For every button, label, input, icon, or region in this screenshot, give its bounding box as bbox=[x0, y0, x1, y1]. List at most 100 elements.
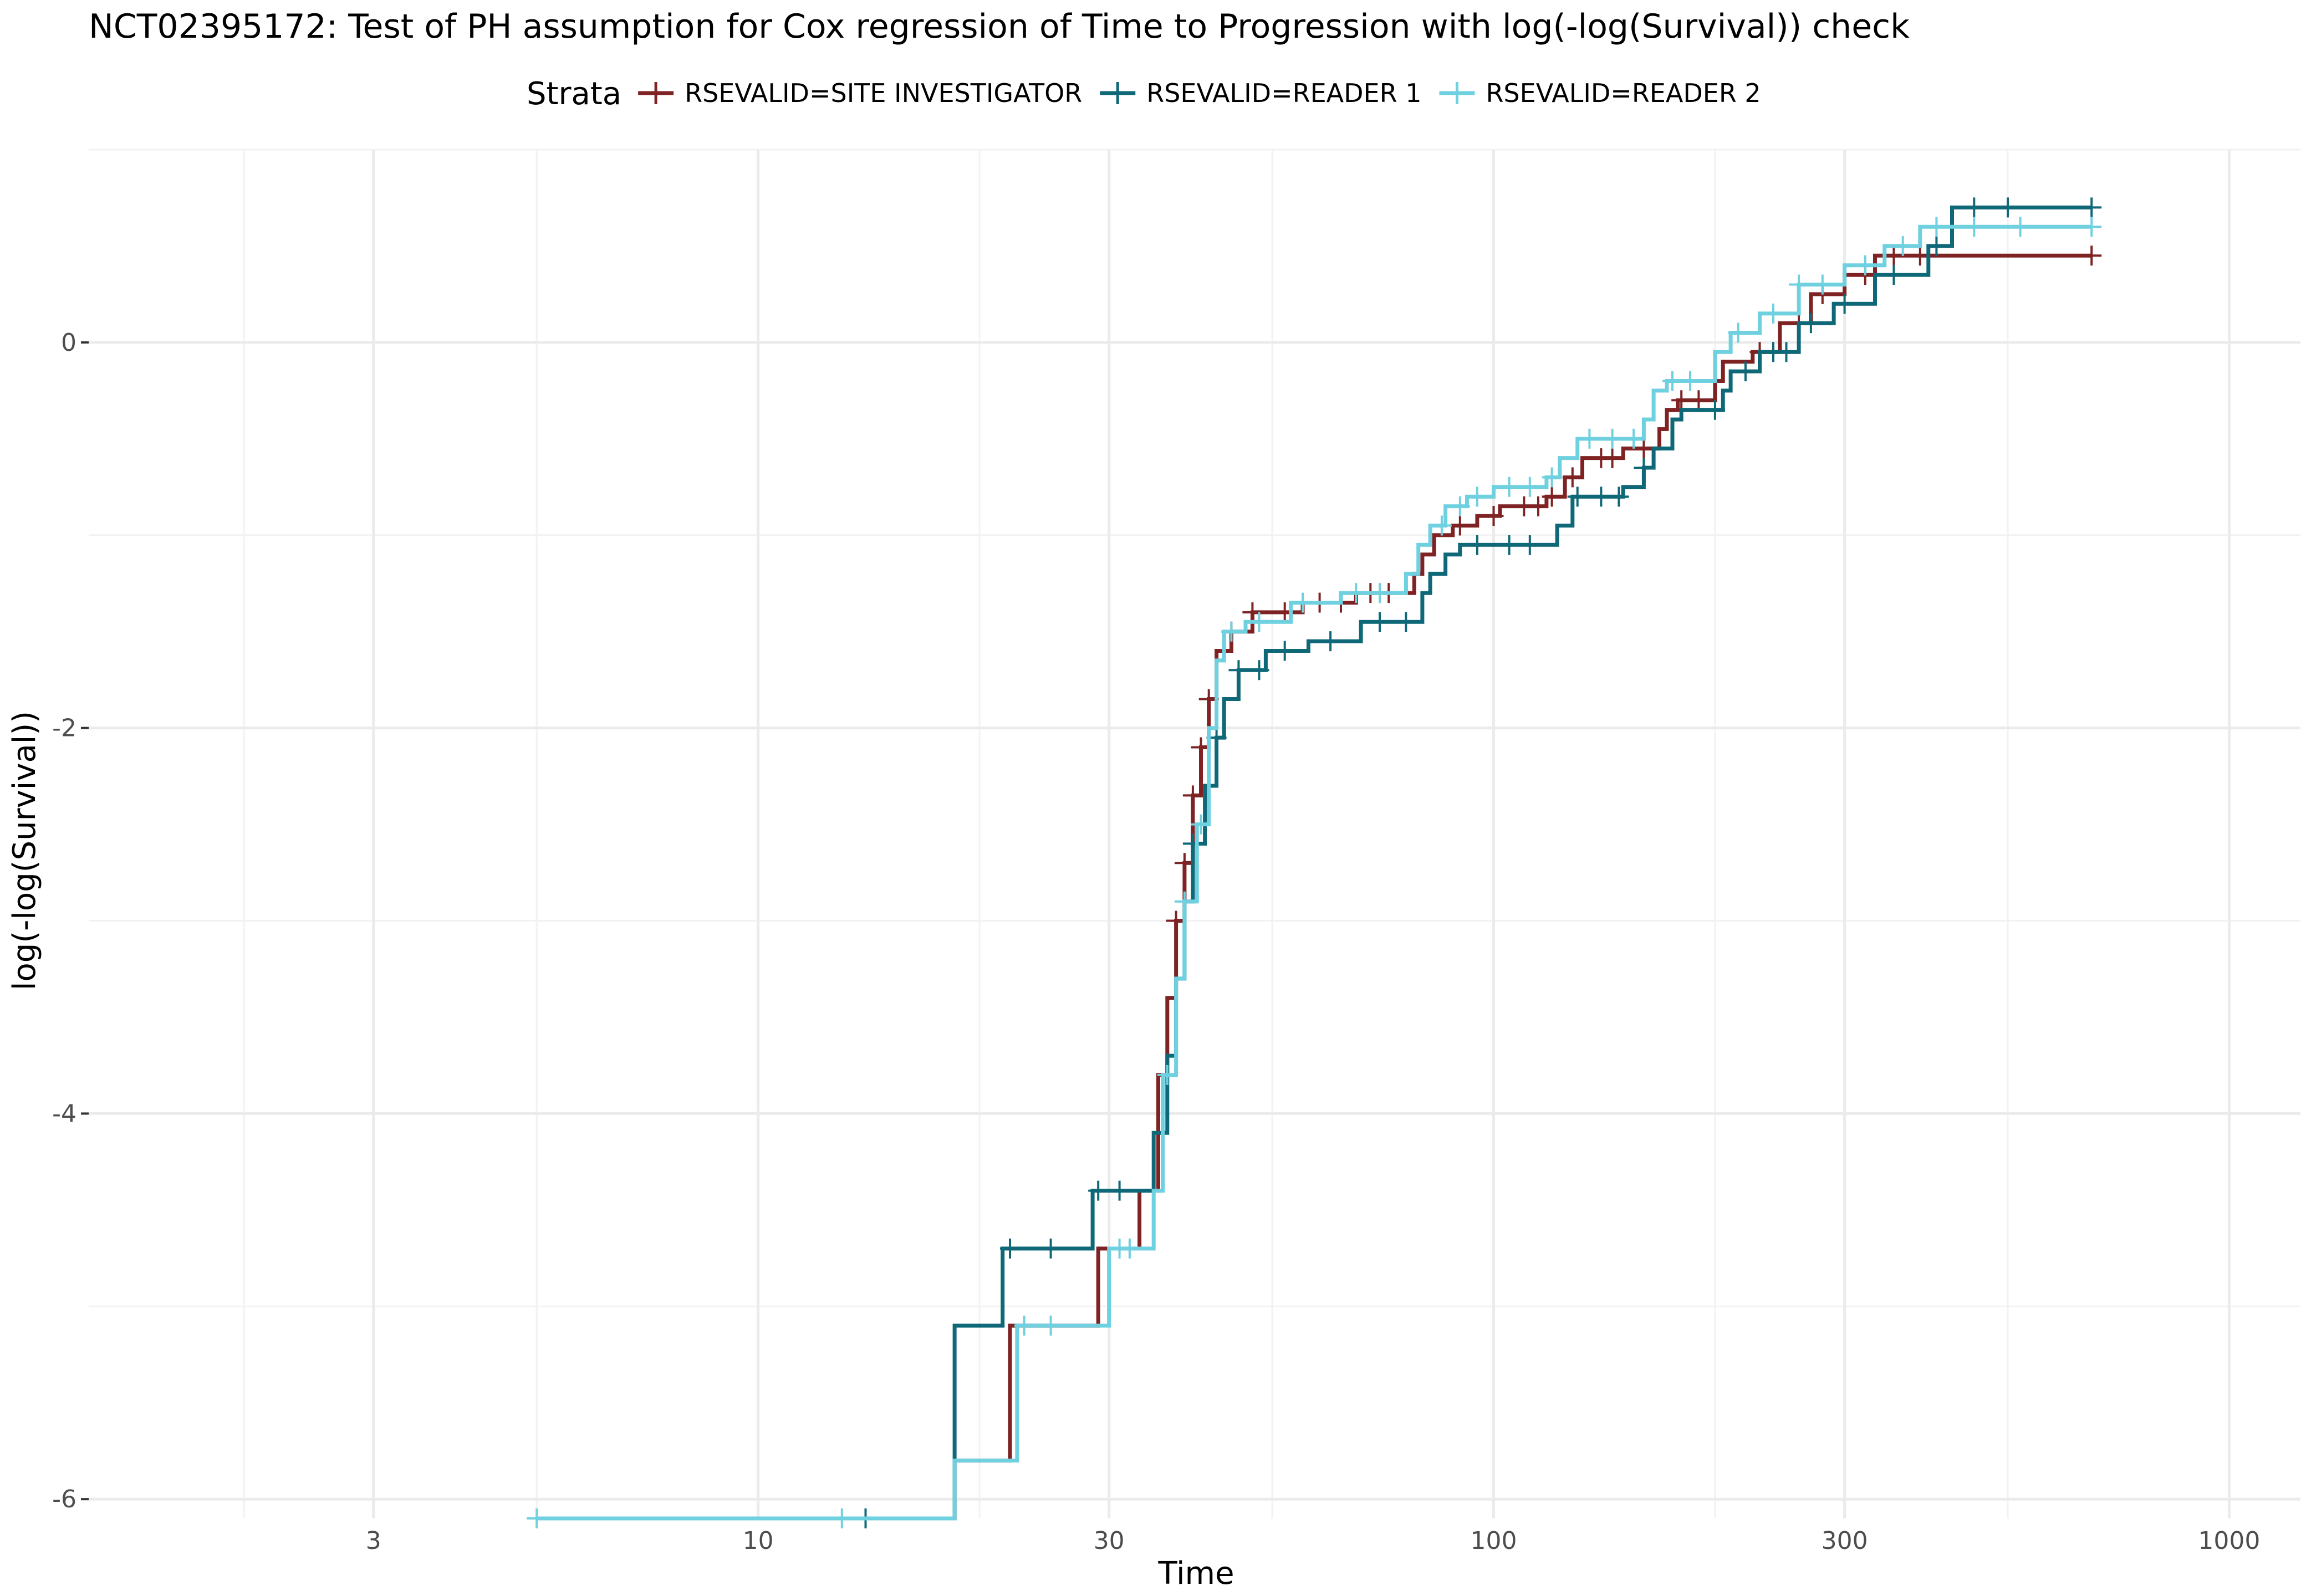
censor-mark bbox=[1602, 428, 1623, 449]
censor-mark bbox=[1662, 371, 1682, 391]
censor-mark bbox=[1542, 467, 1562, 488]
censor-mark bbox=[1431, 515, 1452, 536]
censor-mark bbox=[1634, 458, 1654, 478]
series-line bbox=[537, 224, 2092, 1521]
censor-mark bbox=[1182, 785, 1203, 806]
x-tick-label: 10 bbox=[743, 1527, 774, 1555]
x-tick-label: 30 bbox=[1094, 1527, 1125, 1555]
censor-mark bbox=[1119, 1239, 1140, 1259]
censor-mark bbox=[1370, 612, 1390, 632]
censor-mark bbox=[831, 1508, 852, 1528]
censor-mark bbox=[1182, 833, 1203, 854]
censor-mark bbox=[1892, 236, 1913, 256]
censor-mark bbox=[1688, 390, 1709, 411]
censor-mark bbox=[1634, 438, 1654, 459]
censor-mark bbox=[1562, 467, 1583, 488]
series-3 bbox=[527, 217, 2102, 1528]
x-tick-label: 3 bbox=[366, 1527, 381, 1555]
chart-title: NCT02395172: Test of PH assumption for C… bbox=[89, 7, 1910, 46]
censor-mark bbox=[1855, 255, 1875, 275]
censor-mark bbox=[2010, 217, 2030, 237]
censor-mark bbox=[1228, 660, 1249, 681]
censor-mark bbox=[527, 1508, 547, 1528]
y-axis-title: log(-log(Survival)) bbox=[7, 711, 43, 990]
y-tick-label: -2 bbox=[52, 714, 76, 743]
censor-mark bbox=[1191, 814, 1211, 835]
censor-mark bbox=[1926, 236, 1947, 256]
legend-item-2: RSEVALID=READER 1 bbox=[1100, 78, 1421, 108]
grid bbox=[89, 149, 2300, 1518]
axes: 3 10 30 100 300 1000 0 -2 -4 -6 bbox=[52, 329, 2260, 1555]
x-tick-label: 1000 bbox=[2198, 1527, 2260, 1555]
series-line bbox=[537, 253, 2092, 1521]
censor-mark bbox=[1542, 487, 1562, 507]
censor-mark bbox=[1998, 197, 2018, 218]
censor-mark bbox=[1884, 265, 1904, 285]
x-tick-label: 300 bbox=[1822, 1527, 1868, 1555]
censor-mark bbox=[1293, 592, 1313, 613]
censor-mark bbox=[1519, 477, 1540, 497]
censor-mark bbox=[1499, 535, 1519, 555]
censor-mark bbox=[1499, 477, 1519, 497]
censor-mark bbox=[1926, 217, 1947, 237]
censor-mark bbox=[1834, 294, 1855, 314]
censor-mark bbox=[1789, 274, 1809, 295]
censor-mark bbox=[1705, 400, 1725, 420]
censor-mark bbox=[1483, 506, 1504, 526]
censor-mark bbox=[1624, 428, 1644, 449]
censor-mark bbox=[1450, 515, 1470, 536]
censor-mark bbox=[1964, 197, 1984, 218]
censor-mark bbox=[1467, 487, 1487, 507]
censor-mark bbox=[1680, 371, 1700, 391]
y-tick-label: -6 bbox=[52, 1485, 76, 1513]
censor-mark bbox=[1728, 323, 1748, 343]
censor-mark bbox=[1763, 303, 1783, 324]
censor-mark bbox=[2081, 217, 2102, 237]
censor-mark bbox=[1567, 487, 1588, 507]
y-tick-label: -4 bbox=[52, 1099, 76, 1128]
y-tick-label: 0 bbox=[61, 329, 76, 357]
legend-item-1: RSEVALID=SITE INVESTIGATOR bbox=[638, 78, 1082, 108]
legend-label: RSEVALID=SITE INVESTIGATOR bbox=[685, 78, 1082, 108]
censor-mark bbox=[1274, 641, 1295, 661]
legend-title: Strata bbox=[527, 76, 621, 112]
censor-mark bbox=[1884, 245, 1904, 266]
x-axis-title: Time bbox=[1157, 1556, 1234, 1592]
legend-label: RSEVALID=READER 2 bbox=[1486, 78, 1761, 108]
censor-mark bbox=[1014, 1316, 1034, 1336]
censor-mark bbox=[1249, 612, 1269, 632]
censor-mark bbox=[1591, 487, 1611, 507]
censor-mark bbox=[1800, 313, 1821, 334]
censor-mark bbox=[1467, 535, 1487, 555]
censor-mark bbox=[1450, 496, 1470, 516]
censor-mark bbox=[1157, 1065, 1177, 1085]
censor-mark bbox=[1174, 891, 1195, 912]
censor-mark bbox=[1109, 1180, 1130, 1201]
legend-item-3: RSEVALID=READER 2 bbox=[1439, 78, 1761, 108]
censor-mark bbox=[1735, 361, 1756, 382]
censor-mark bbox=[1088, 1180, 1109, 1201]
censor-mark bbox=[1346, 583, 1366, 603]
censor-mark bbox=[1396, 612, 1416, 632]
series-layer bbox=[527, 197, 2102, 1528]
legend: Strata RSEVALID=SITE INVESTIGATOR RSEVALI… bbox=[527, 76, 1761, 112]
censor-mark bbox=[1320, 631, 1341, 652]
x-tick-label: 100 bbox=[1471, 1527, 1517, 1555]
censor-mark bbox=[1000, 1239, 1020, 1259]
censor-mark bbox=[1776, 342, 1797, 362]
censor-mark bbox=[1671, 390, 1692, 411]
legend-label: RSEVALID=READER 1 bbox=[1146, 78, 1421, 108]
censor-mark bbox=[1812, 274, 1833, 295]
censor-mark bbox=[1519, 535, 1540, 555]
censor-mark bbox=[1609, 487, 1629, 507]
censor-mark bbox=[1602, 448, 1623, 468]
censor-mark bbox=[1040, 1316, 1061, 1336]
censor-mark bbox=[1964, 217, 1984, 237]
censor-mark bbox=[1221, 621, 1242, 642]
censor-mark bbox=[2081, 197, 2102, 218]
censor-mark bbox=[1528, 496, 1548, 516]
censor-mark bbox=[1579, 428, 1600, 449]
censor-mark bbox=[1370, 583, 1390, 603]
